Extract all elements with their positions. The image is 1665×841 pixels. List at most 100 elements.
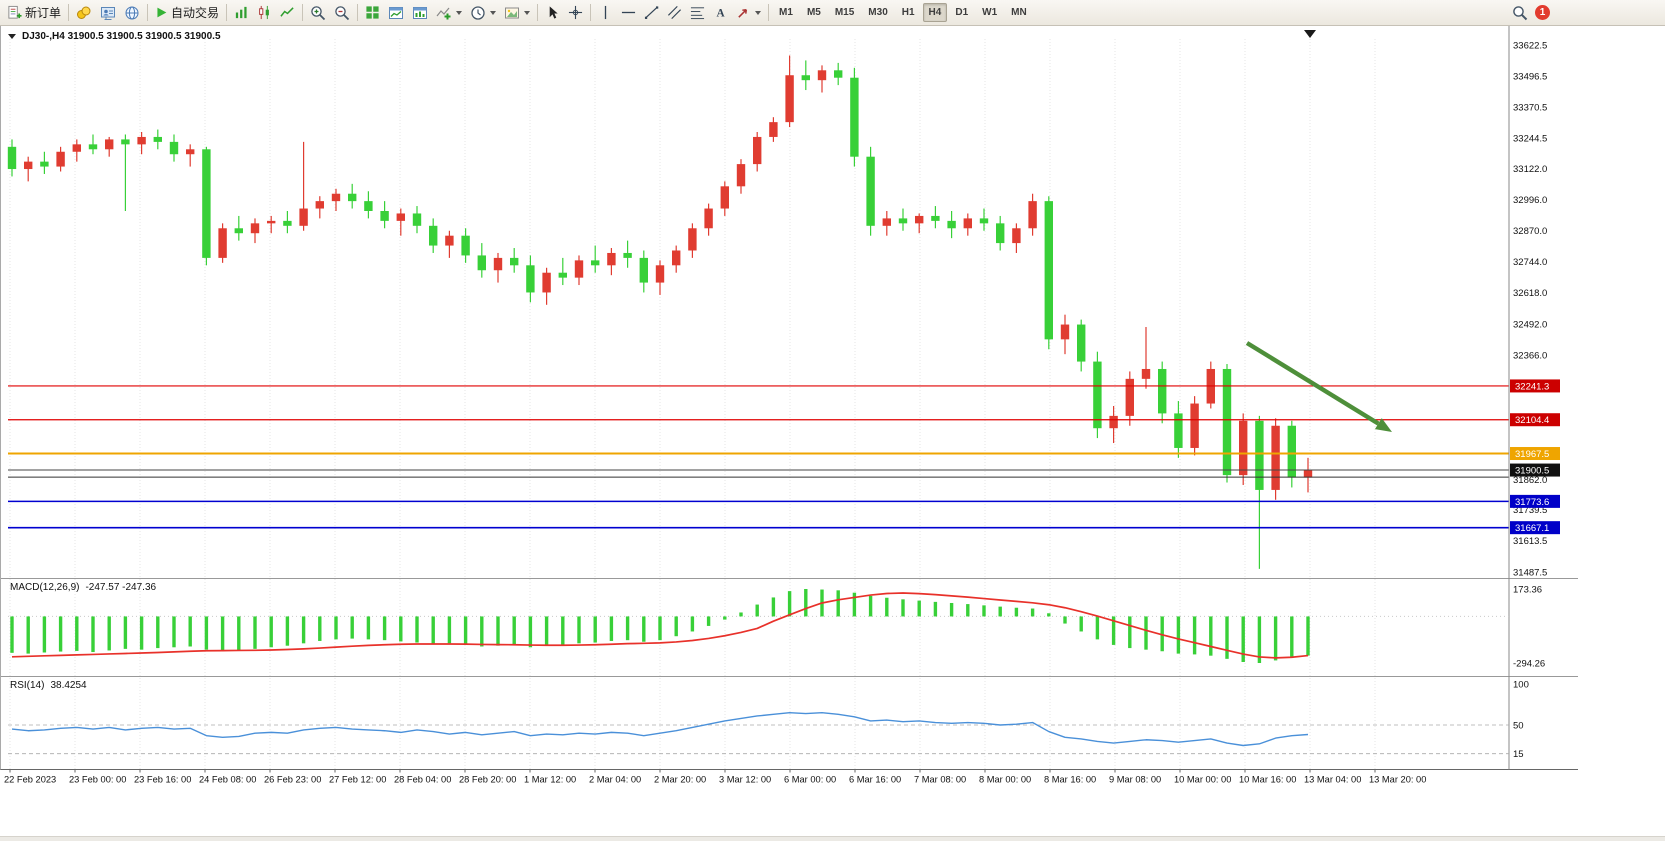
price-badge (1510, 413, 1560, 427)
price-axis-label: 33370.5 (1513, 103, 1547, 114)
rsi-indicator-label: RSI(14) 38.4254 (10, 680, 87, 691)
candle-body (1239, 420, 1248, 476)
time-axis-label: 2 Mar 20: 00 (654, 775, 706, 785)
candle-body (1077, 324, 1086, 362)
accounts-button[interactable] (96, 1, 120, 24)
bar-chart-mode-button[interactable] (230, 1, 253, 24)
time-axis-label: 23 Feb 00: 00 (69, 775, 126, 785)
search-icon[interactable] (1512, 5, 1528, 21)
arrows-tool-button[interactable] (732, 1, 765, 24)
channel-tool-button[interactable] (663, 1, 686, 24)
tf-mn-button[interactable]: MN (1011, 7, 1027, 18)
price-axis-label: 31613.5 (1513, 536, 1547, 547)
collapse-triangle-icon[interactable] (8, 34, 16, 39)
tf-m5-button[interactable]: M5 (806, 7, 821, 18)
candle-body (461, 235, 470, 256)
vertical-line-tool-button[interactable] (594, 1, 617, 24)
chart-profile-window-button[interactable] (408, 1, 432, 24)
chart-canvas[interactable]: 33622.5 33496.5 33370.5 33244.5 33122.0 32996… (0, 26, 1665, 841)
vertical-line-icon (604, 5, 607, 20)
toolbar-right-tools: 1 (1512, 0, 1550, 25)
new-chart-window-button[interactable] (384, 1, 408, 24)
price-axis-label: 32618.0 (1513, 288, 1547, 299)
candles (7, 55, 1313, 569)
trend-arrow-head (1374, 418, 1392, 432)
auto-trading-button[interactable]: 自动交易 (151, 1, 223, 24)
price-axis-label: 31487.5 (1513, 567, 1547, 578)
periods-button[interactable] (466, 1, 500, 24)
candlestick-chart-icon (259, 5, 269, 20)
candle-body (1109, 415, 1118, 429)
candlestick-mode-button[interactable] (253, 1, 276, 24)
tf-d1-button[interactable]: D1 (955, 7, 969, 18)
trend-arrow[interactable] (1245, 341, 1392, 432)
candle-body (753, 136, 762, 165)
candle-body (283, 220, 292, 226)
tile-windows-button[interactable] (361, 1, 384, 24)
fibonacci-tool-button[interactable] (686, 1, 709, 24)
candle-body (785, 75, 794, 123)
new-order-button[interactable]: 新订单 (3, 1, 65, 24)
time-axis-label: 28 Feb 04: 00 (394, 775, 451, 785)
candle-body (299, 208, 308, 226)
tf-h4-button[interactable]: H4 (922, 3, 948, 22)
macd-indicator-label: MACD(12,26,9) -247.57 -247.36 (10, 582, 156, 593)
price-axis-label: 33244.5 (1513, 134, 1547, 145)
rsi-axis-label: 100 (1513, 679, 1529, 690)
candle-body (412, 213, 422, 226)
macd-name: MACD(12,26,9) (10, 582, 80, 593)
coins-button[interactable] (72, 1, 96, 24)
crosshair-tool-button[interactable] (564, 1, 587, 24)
tile-grid-icon (366, 6, 379, 19)
text-tool-button[interactable]: A (709, 1, 732, 24)
candle-body (477, 255, 486, 271)
price-badge-label: 31900.5 (1515, 466, 1549, 477)
candle-body (655, 265, 665, 283)
candle-body (1125, 378, 1134, 416)
tf-w1-button[interactable]: W1 (982, 7, 998, 18)
zoom-in-button[interactable] (306, 1, 330, 24)
candle-body (947, 220, 956, 229)
chevron-down-icon (755, 10, 762, 15)
coins-icon (77, 6, 91, 19)
time-axis-label: 2 Mar 04: 00 (589, 775, 641, 785)
candle-body (234, 228, 243, 234)
text-icon: A (716, 8, 725, 20)
toolbar-separator (68, 4, 70, 21)
cursor-tool-button[interactable] (541, 1, 564, 24)
templates-button[interactable] (500, 1, 534, 24)
time-axis-label: 10 Mar 00: 00 (1174, 775, 1231, 785)
candle-body (1060, 324, 1070, 340)
shift-marker-icon[interactable] (1304, 30, 1316, 38)
globe-icon (125, 6, 139, 19)
macd-axis-label: -294.26 (1513, 658, 1545, 669)
tf-m1-button[interactable]: M1 (779, 7, 793, 18)
notification-badge[interactable]: 1 (1535, 5, 1550, 20)
candle-body (850, 77, 859, 157)
candle-body (510, 257, 519, 266)
candle-body (623, 252, 632, 258)
time-axis-labels: 22 Feb 2023 23 Feb 00: 00 23 Feb 16: 00 24 … (4, 769, 1426, 785)
time-axis-label: 23 Feb 16: 00 (134, 775, 191, 785)
candle-body (364, 201, 373, 211)
horizontal-line-tool-button[interactable] (617, 1, 640, 24)
time-axis-label: 26 Feb 23: 00 (264, 775, 321, 785)
line-chart-mode-button[interactable] (276, 1, 299, 24)
new-order-label: 新订单 (25, 6, 62, 20)
price-lines[interactable] (8, 385, 1509, 529)
candle-body (769, 122, 778, 137)
zoom-out-button[interactable] (330, 1, 354, 24)
candle-body (72, 144, 81, 152)
candle-body (348, 193, 357, 202)
trendline-tool-button[interactable] (640, 1, 663, 24)
tf-h1-button[interactable]: H1 (901, 7, 915, 18)
tf-m15-button[interactable]: M15 (834, 7, 855, 18)
tf-m30-button[interactable]: M30 (868, 7, 888, 18)
toolbar-separator (768, 4, 770, 21)
candle-body (526, 265, 535, 293)
add-indicator-button[interactable] (432, 1, 466, 24)
candle-body (1271, 425, 1280, 490)
time-axis-label: 8 Mar 16: 00 (1044, 775, 1096, 785)
globe-button[interactable] (120, 1, 144, 24)
new-order-icon (8, 5, 22, 19)
